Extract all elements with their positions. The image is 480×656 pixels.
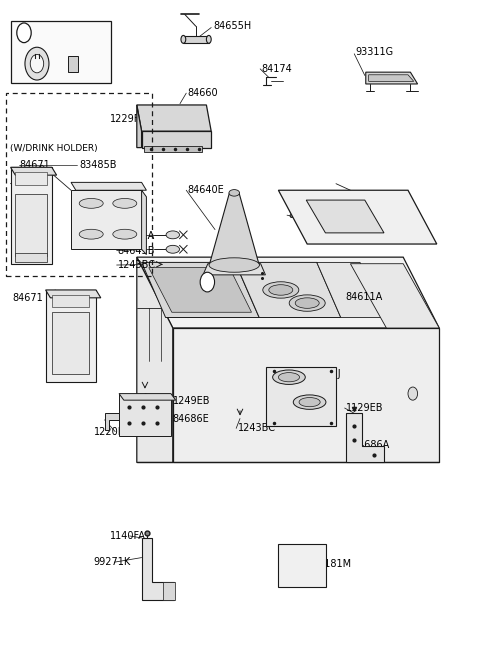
- Ellipse shape: [79, 198, 103, 209]
- Ellipse shape: [295, 298, 319, 308]
- Circle shape: [17, 23, 31, 43]
- Polygon shape: [346, 413, 384, 462]
- Text: 83485B: 83485B: [79, 160, 117, 171]
- Text: 84671: 84671: [12, 293, 43, 304]
- Polygon shape: [144, 146, 202, 152]
- Polygon shape: [350, 264, 439, 328]
- Ellipse shape: [278, 373, 300, 382]
- Ellipse shape: [229, 190, 240, 196]
- FancyBboxPatch shape: [52, 295, 89, 307]
- Text: 84691A: 84691A: [118, 231, 155, 241]
- FancyBboxPatch shape: [15, 253, 47, 262]
- Text: 95120A: 95120A: [37, 26, 74, 36]
- Text: 64392: 64392: [307, 384, 338, 394]
- Circle shape: [30, 54, 44, 73]
- Text: (W/DRINK HOLDER): (W/DRINK HOLDER): [10, 144, 97, 154]
- Ellipse shape: [166, 245, 180, 253]
- Polygon shape: [203, 264, 265, 275]
- Polygon shape: [266, 367, 336, 426]
- Text: 1243BC: 1243BC: [118, 260, 156, 270]
- Polygon shape: [142, 131, 211, 148]
- Text: 1140FA: 1140FA: [110, 531, 146, 541]
- FancyBboxPatch shape: [15, 194, 47, 256]
- Ellipse shape: [293, 395, 326, 409]
- Ellipse shape: [289, 295, 325, 311]
- FancyBboxPatch shape: [11, 21, 111, 83]
- Polygon shape: [209, 193, 259, 265]
- Circle shape: [408, 387, 418, 400]
- Text: 84674G: 84674G: [288, 210, 326, 220]
- Text: 84655H: 84655H: [214, 21, 252, 31]
- Polygon shape: [278, 190, 437, 244]
- Polygon shape: [183, 36, 209, 43]
- Ellipse shape: [209, 258, 259, 272]
- Circle shape: [200, 272, 215, 292]
- Ellipse shape: [263, 281, 299, 298]
- FancyBboxPatch shape: [163, 582, 175, 600]
- FancyBboxPatch shape: [52, 312, 89, 374]
- Polygon shape: [369, 75, 414, 81]
- Polygon shape: [235, 262, 341, 318]
- Text: 84686E: 84686E: [173, 413, 210, 424]
- Ellipse shape: [273, 370, 305, 384]
- Polygon shape: [137, 105, 211, 131]
- Text: a: a: [22, 28, 26, 37]
- Polygon shape: [149, 268, 252, 312]
- Polygon shape: [71, 190, 142, 249]
- Ellipse shape: [113, 198, 137, 209]
- Text: 84686A: 84686A: [353, 440, 390, 450]
- Text: 84174: 84174: [262, 64, 292, 74]
- Polygon shape: [137, 257, 439, 328]
- Ellipse shape: [166, 231, 180, 239]
- Polygon shape: [46, 290, 96, 382]
- FancyBboxPatch shape: [278, 544, 326, 587]
- Polygon shape: [11, 167, 52, 264]
- Polygon shape: [317, 262, 384, 318]
- Polygon shape: [173, 328, 439, 462]
- Polygon shape: [142, 538, 174, 600]
- Text: 1243BC: 1243BC: [238, 423, 276, 434]
- Polygon shape: [119, 394, 176, 400]
- Text: 93311G: 93311G: [355, 47, 393, 58]
- Polygon shape: [142, 190, 146, 255]
- Polygon shape: [105, 413, 119, 430]
- Polygon shape: [306, 200, 384, 233]
- Ellipse shape: [206, 35, 211, 43]
- Text: 84640E: 84640E: [187, 185, 224, 195]
- Ellipse shape: [79, 229, 103, 239]
- Text: 84615J: 84615J: [307, 369, 341, 379]
- Text: 84611A: 84611A: [346, 291, 383, 302]
- Text: 1129EB: 1129EB: [346, 403, 383, 413]
- Ellipse shape: [269, 285, 293, 295]
- Text: a: a: [205, 277, 210, 287]
- Text: 84645B: 84645B: [118, 245, 155, 256]
- Text: 84181M: 84181M: [312, 559, 351, 569]
- Polygon shape: [11, 167, 57, 175]
- Polygon shape: [137, 257, 173, 462]
- Ellipse shape: [181, 35, 186, 43]
- Text: 1229FH: 1229FH: [110, 114, 148, 125]
- Text: 95120A: 95120A: [46, 60, 83, 71]
- Polygon shape: [142, 262, 259, 318]
- Polygon shape: [119, 394, 171, 436]
- Text: 84671: 84671: [19, 160, 50, 171]
- Polygon shape: [68, 56, 78, 72]
- Text: 1220BC: 1220BC: [94, 426, 132, 437]
- Circle shape: [25, 47, 49, 80]
- Text: 99271K: 99271K: [94, 557, 131, 567]
- Text: 1249EB: 1249EB: [173, 396, 210, 407]
- FancyBboxPatch shape: [15, 172, 47, 185]
- Text: 84660: 84660: [187, 88, 218, 98]
- Ellipse shape: [113, 229, 137, 239]
- Polygon shape: [71, 182, 146, 190]
- Polygon shape: [366, 72, 418, 84]
- Polygon shape: [46, 290, 101, 298]
- Polygon shape: [137, 105, 142, 148]
- Ellipse shape: [299, 398, 320, 407]
